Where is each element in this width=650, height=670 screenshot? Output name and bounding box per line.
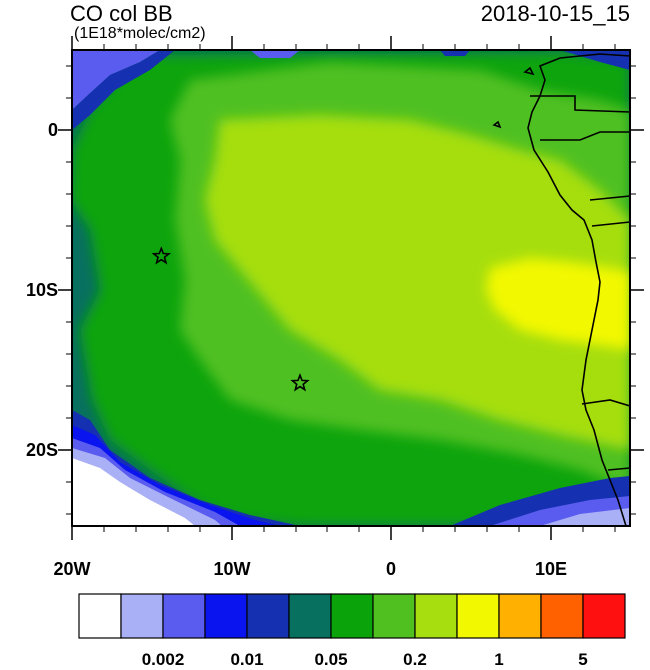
border-4 bbox=[591, 221, 630, 227]
border-1 bbox=[530, 95, 630, 113]
field-nw-blue bbox=[72, 50, 160, 110]
field-n-blue bbox=[250, 50, 300, 58]
colorbar-swatch-12 bbox=[540, 593, 584, 639]
coastline bbox=[492, 53, 630, 526]
colorbar-swatch-9 bbox=[414, 593, 458, 639]
colorbar-swatch-5 bbox=[246, 593, 290, 639]
colorbar-swatch-8 bbox=[372, 593, 416, 639]
colorbar-swatch-2 bbox=[120, 593, 164, 639]
colorbar-swatch-1 bbox=[78, 593, 122, 639]
colorbar-swatch-7 bbox=[330, 593, 374, 639]
colorbar-label: 0.2 bbox=[403, 650, 427, 669]
y-tick-label-20s: 20S bbox=[25, 440, 58, 460]
border-6 bbox=[607, 467, 630, 471]
field-nw-blue2 bbox=[72, 50, 175, 130]
colorbar-swatch-4 bbox=[204, 593, 248, 639]
colorbar-swatch-11 bbox=[498, 593, 542, 639]
map-datetime: 2018-10-15_15 bbox=[480, 1, 630, 26]
y-tick-label-0: 0 bbox=[47, 120, 58, 140]
x-tick-label-10e: 10E bbox=[534, 559, 568, 579]
field-n-blue2 bbox=[440, 50, 470, 56]
colorbar-swatch-10 bbox=[456, 593, 500, 639]
x-tick-label-20w: 20W bbox=[53, 559, 91, 579]
star-marker-1 bbox=[151, 246, 172, 265]
field-yellow bbox=[486, 258, 630, 350]
island-1 bbox=[523, 66, 535, 76]
axis-minor-ticks bbox=[66, 44, 636, 532]
y-tick-label-10s: 10S bbox=[25, 280, 58, 300]
star-markers bbox=[151, 246, 310, 392]
island-2 bbox=[492, 120, 502, 129]
field-south-white bbox=[72, 458, 195, 526]
colorbar-label: 0.002 bbox=[141, 650, 185, 669]
map-frame bbox=[71, 49, 631, 527]
africa-coastline bbox=[527, 53, 630, 526]
colorbar-label: 0.05 bbox=[314, 650, 348, 669]
colorbar-swatch-3 bbox=[162, 593, 206, 639]
colorbar-label: 1 bbox=[494, 650, 504, 669]
border-3 bbox=[589, 195, 630, 201]
axis-ticks bbox=[58, 36, 644, 540]
border-5 bbox=[581, 399, 630, 407]
star-marker-2 bbox=[290, 372, 310, 392]
colorbar-label: 0.01 bbox=[230, 650, 264, 669]
border-2 bbox=[540, 131, 630, 141]
map-units: (1E18*molec/cm2) bbox=[74, 25, 206, 42]
colorbar bbox=[78, 593, 626, 639]
colorbar-swatch-6 bbox=[288, 593, 332, 639]
x-tick-label-0: 0 bbox=[385, 559, 397, 579]
x-tick-label-10w: 10W bbox=[213, 559, 251, 579]
field-se-lavender bbox=[540, 508, 630, 526]
map-title: CO col BB bbox=[70, 1, 173, 26]
colorbar-swatch-13 bbox=[582, 593, 626, 639]
field-yellowgreen bbox=[205, 115, 630, 450]
co-field bbox=[72, 50, 630, 526]
colorbar-label: 5 bbox=[578, 650, 588, 669]
